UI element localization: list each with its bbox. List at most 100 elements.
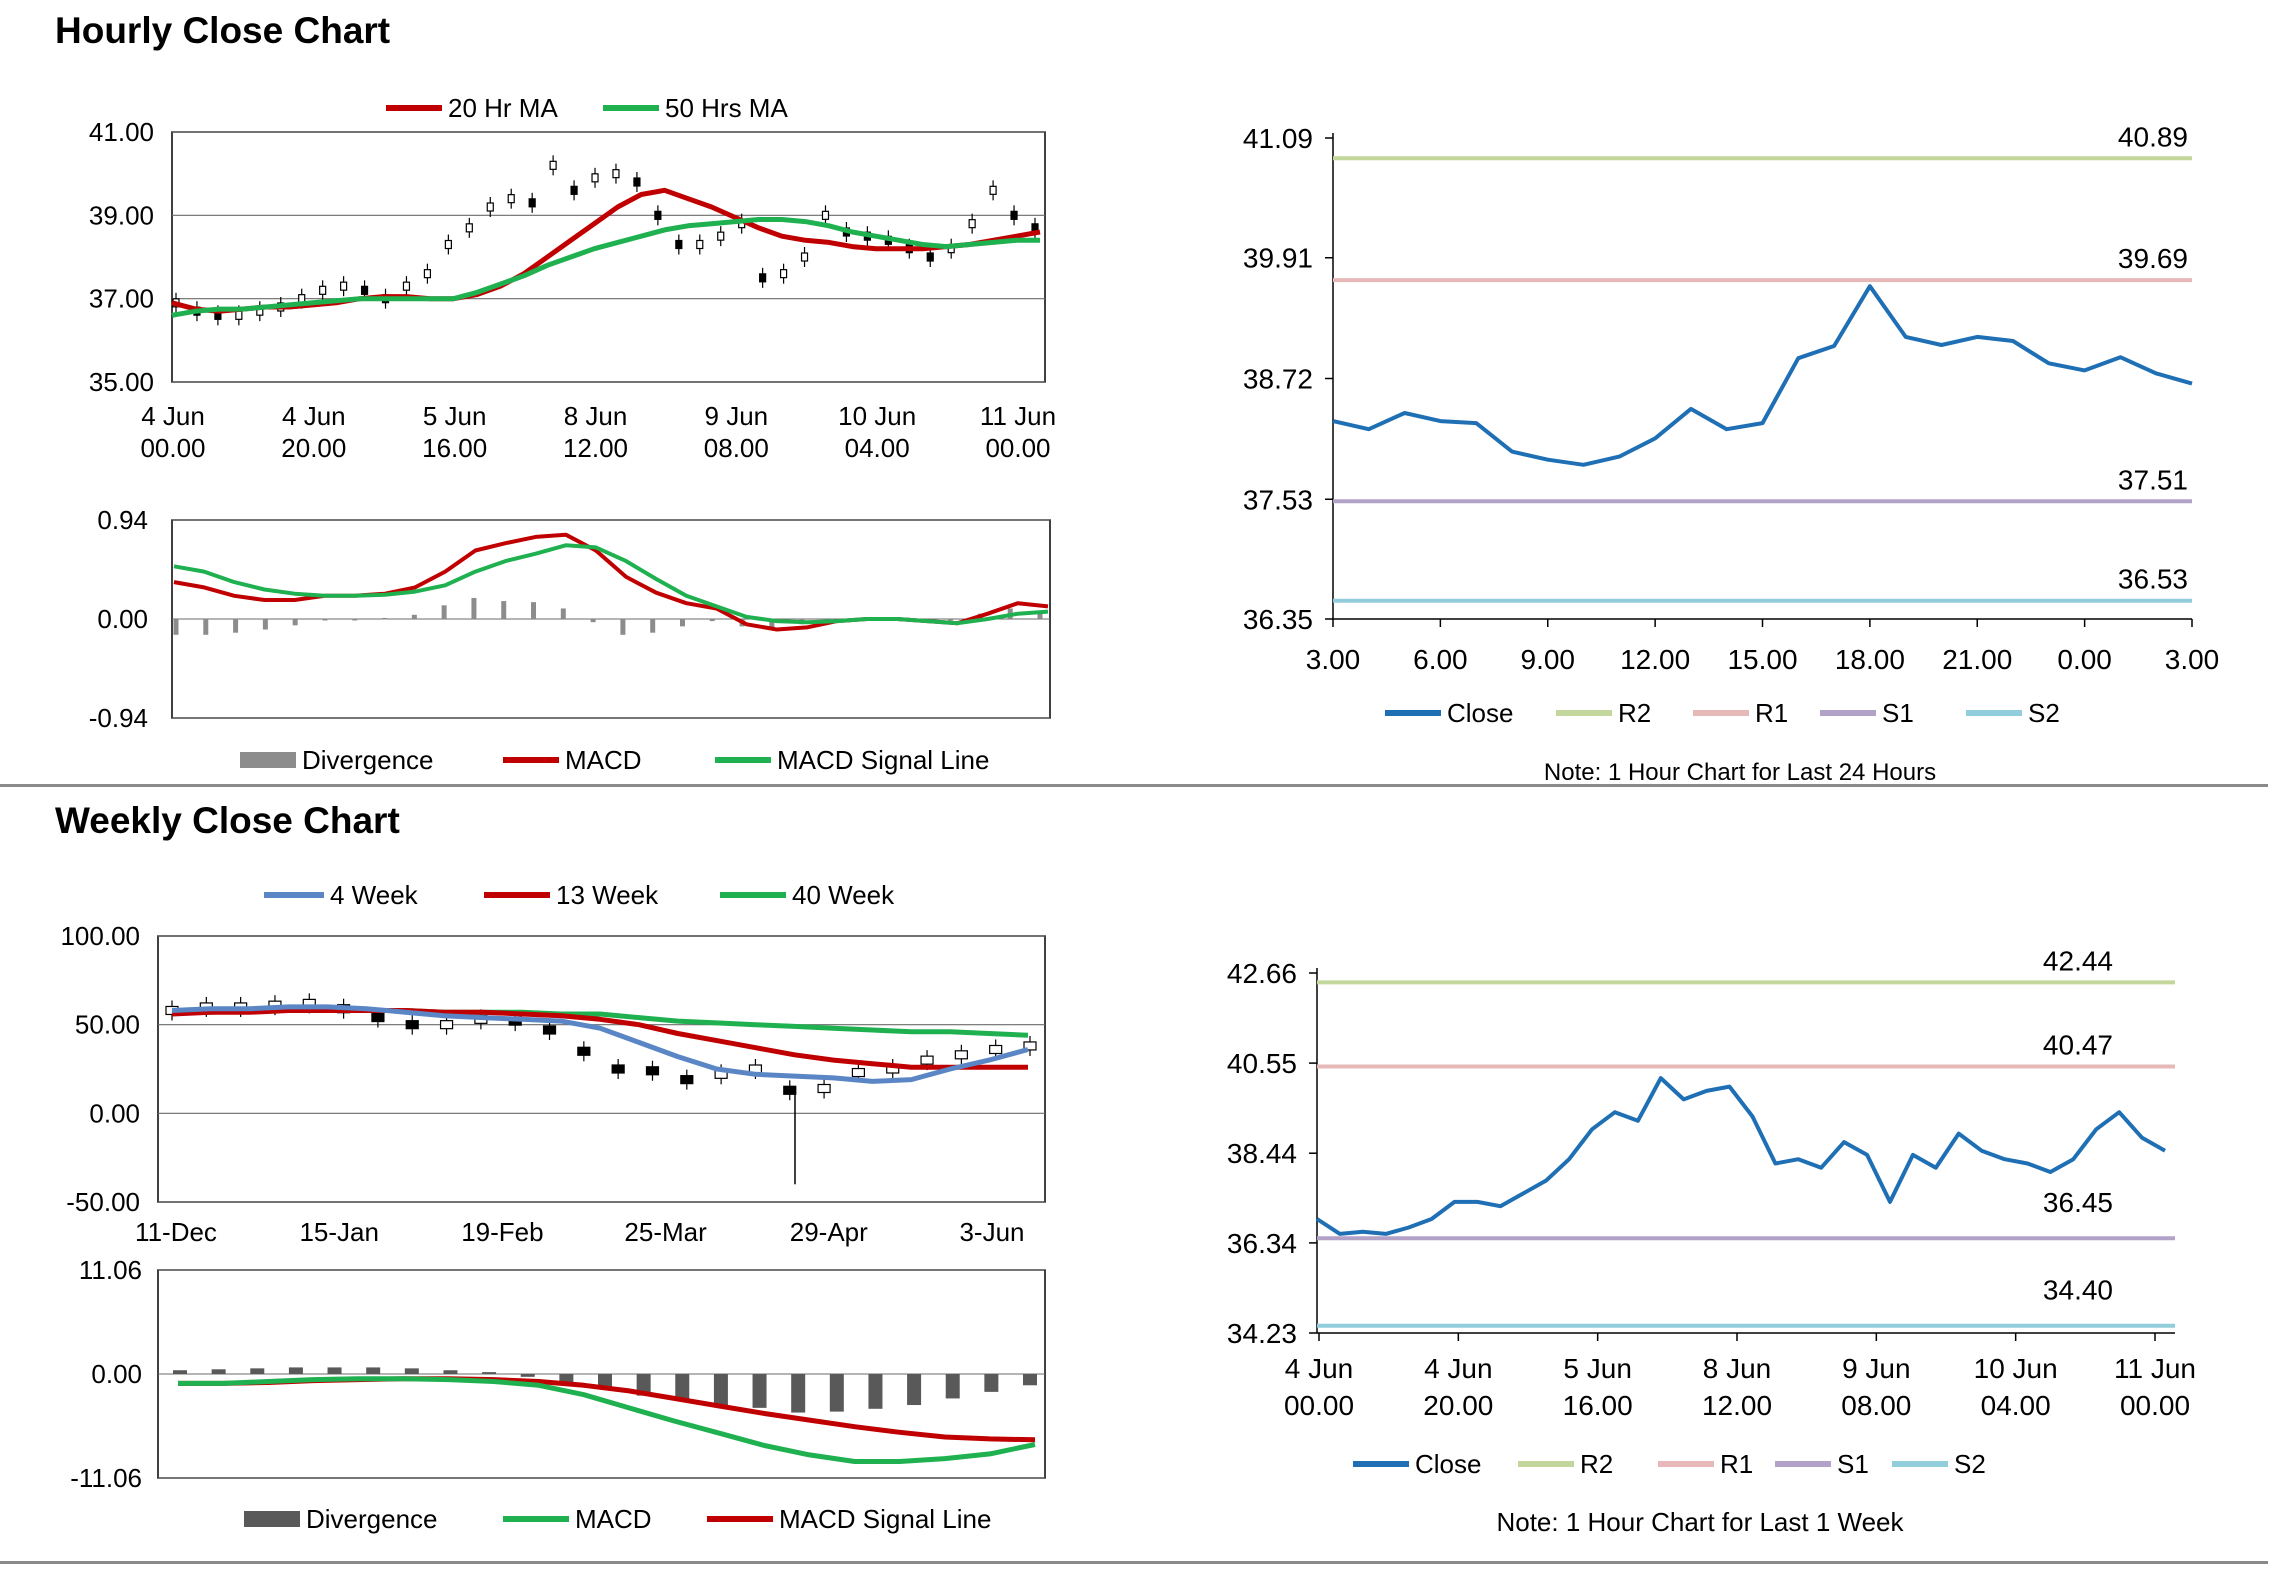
hourly-price-candle (465, 223, 473, 233)
legend-40-week-label: 40 Week (792, 880, 895, 910)
close1w-xtick-label: 9 Jun (1842, 1353, 1911, 1384)
weekly-macd-ytick-label: 0.00 (91, 1359, 142, 1389)
hourly-price-candle (360, 285, 369, 295)
close24-xtick-label: 12.00 (1620, 644, 1690, 675)
weekly-price-candle (405, 1020, 419, 1030)
close24-xtick-label: 15.00 (1727, 644, 1797, 675)
close1w-xtick-label: 00.00 (1284, 1390, 1354, 1421)
weekly-macd-divergence-bar (829, 1374, 844, 1412)
close1w-xtick-label: 10 Jun (1974, 1353, 2058, 1384)
close1w-xtick-label: 20.00 (1423, 1390, 1493, 1421)
weekly-price-xtick-label: 25-Mar (624, 1217, 707, 1247)
weekly-macd-divergence-bar (675, 1374, 690, 1401)
hourly-price-candle (549, 160, 557, 170)
close1w-s2-value: 34.40 (2043, 1275, 2113, 1306)
legend-4-week-label: 4 Week (330, 880, 419, 910)
weekly-macd-divergence-bar (404, 1368, 419, 1374)
weekly-macd-divergence-bar (288, 1367, 303, 1374)
hourly-price-candle (717, 231, 725, 241)
close1w-xtick-label: 4 Jun (1424, 1353, 1493, 1384)
weekly-macd-divergence-bar (868, 1374, 883, 1409)
weekly-price-xtick-label: 11-Dec (135, 1217, 217, 1247)
hourly-price-xtick-label: 00.00 (140, 433, 205, 463)
hourly-price-ytick-label: 41.00 (89, 117, 154, 147)
close24-xtick-label: 3.00 (2165, 644, 2220, 675)
legend-weekly-divergence-swatch (244, 1511, 300, 1527)
hourly-price-candle (591, 173, 599, 183)
hourly-price-xtick-label: 4 Jun (141, 401, 205, 431)
weekly-macd-divergence-bar (250, 1368, 265, 1374)
hourly-macd-ytick-label: -0.94 (89, 703, 148, 733)
close1w-close-line (1315, 1076, 2166, 1236)
legend-20hr-ma-label: 20 Hr MA (448, 93, 558, 123)
hourly-macd-ytick-label: 0.00 (97, 604, 148, 634)
hourly-price-candle (779, 269, 788, 279)
hourly-macd-divergence-bar (471, 597, 477, 619)
close1w-xtick-label: 08.00 (1841, 1390, 1911, 1421)
close1w-r1-value: 40.47 (2043, 1030, 2113, 1061)
hourly-price-candle (821, 210, 830, 220)
legend-close1w-r2-label: R2 (1580, 1449, 1613, 1479)
close24-s2-value: 36.53 (2118, 564, 2188, 595)
close1w-xtick-label: 8 Jun (1703, 1353, 1772, 1384)
hourly-macd-divergence-bar (1037, 613, 1043, 619)
weekly-macd-divergence-bar (327, 1367, 342, 1374)
weekly-price-xtick-label: 19-Feb (461, 1217, 543, 1247)
legend-weekly-macd-signal-label: MACD Signal Line (779, 1504, 991, 1534)
weekly-price-candle (954, 1050, 968, 1060)
close1w-s1-value: 36.45 (2043, 1187, 2113, 1218)
hourly-price-candle (1010, 210, 1018, 220)
hourly-price-xtick-label: 04.00 (845, 433, 910, 463)
close1w-xtick-label: 16.00 (1563, 1390, 1633, 1421)
close1w-ytick-label: 42.66 (1227, 958, 1297, 989)
section-divider (0, 784, 2268, 787)
close1w-note: Note: 1 Hour Chart for Last 1 Week (1496, 1507, 1904, 1537)
close24-ytick-label: 36.35 (1243, 604, 1313, 635)
close24-ytick-label: 38.72 (1243, 364, 1313, 395)
close1w-ytick-label: 38.44 (1227, 1138, 1297, 1169)
weekly-macd-divergence-bar (482, 1372, 497, 1374)
weekly-macd-divergence-bar (713, 1374, 728, 1406)
hourly-price-candle (759, 273, 767, 283)
hourly-macd-divergence-bar (709, 619, 715, 622)
hourly-macd-signal-line (173, 543, 1049, 626)
hourly-macd-divergence-bar (650, 619, 656, 633)
hourly-price-candle (654, 210, 662, 220)
weekly-macd-divergence-bar (907, 1374, 922, 1406)
hourly-price-xtick-label: 10 Jun (838, 401, 916, 431)
legend-hourly-macd-signal-label: MACD Signal Line (777, 745, 989, 775)
close24-xtick-label: 6.00 (1413, 644, 1468, 675)
close1w-ytick-label: 40.55 (1227, 1048, 1297, 1079)
weekly-price-candle (439, 1020, 454, 1030)
weekly-13-week-line (171, 1008, 1028, 1070)
weekly-macd-divergence-bar (211, 1369, 226, 1374)
close1w-ytick-label: 36.34 (1227, 1228, 1297, 1259)
hourly-price-xtick-label: 20.00 (281, 433, 346, 463)
weekly-price-candle (542, 1025, 557, 1035)
close24-close-line (1332, 284, 2193, 467)
weekly-price-candle (680, 1075, 694, 1085)
hourly-price-plot-frame (171, 131, 1046, 383)
hourly-price-xtick-label: 08.00 (704, 433, 769, 463)
weekly-section-title: Weekly Close Chart (55, 800, 400, 841)
close1w-r2-value: 42.44 (2043, 945, 2113, 976)
hourly-price-candle (340, 281, 348, 291)
hourly-macd-divergence-bar (322, 619, 328, 621)
weekly-price-xtick-label: 29-Apr (790, 1217, 868, 1247)
weekly-price-candle (851, 1067, 866, 1078)
hourly-macd-divergence-bar (531, 602, 537, 619)
hourly-50hrs-ma-line (171, 217, 1040, 318)
hourly-macd-divergence-bar (560, 608, 566, 619)
close24-xtick-label: 21.00 (1942, 644, 2012, 675)
weekly-macd-divergence-bar (366, 1367, 381, 1374)
legend-hourly-divergence-swatch (240, 752, 296, 768)
hourly-macd-line (173, 532, 1049, 632)
hourly-price-xtick-label: 12.00 (563, 433, 628, 463)
hourly-price-candle (800, 252, 809, 262)
legend-13-week-label: 13 Week (556, 880, 659, 910)
weekly-price-ytick-label: 50.00 (75, 1010, 140, 1040)
weekly-price-ytick-label: 0.00 (89, 1098, 140, 1128)
hourly-price-candle (968, 219, 976, 229)
close1w-xtick-label: 4 Jun (1285, 1353, 1354, 1384)
